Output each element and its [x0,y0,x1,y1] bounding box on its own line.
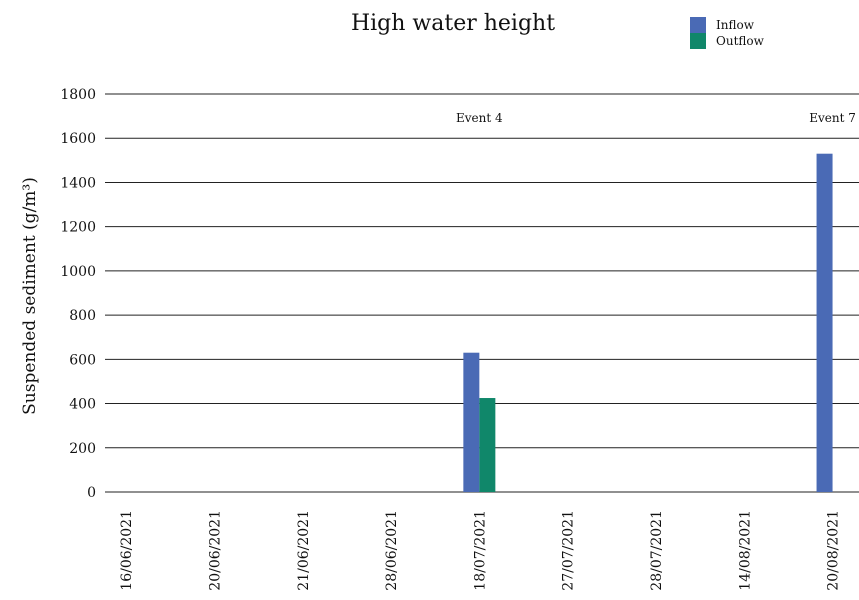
legend-swatch-outflow [690,33,706,49]
bar-outflow [479,398,496,492]
y-tick-label: 1800 [60,87,96,103]
chart-title: High water height [351,11,555,36]
x-tick-label: 21/06/2021 [296,510,312,591]
x-tick-label: 16/06/2021 [119,510,135,591]
bar-inflow [463,352,480,492]
legend: Inflow Outflow [690,17,765,49]
y-tick-label: 800 [69,308,96,324]
legend-label-outflow: Outflow [716,34,765,48]
y-tick-label: 0 [87,485,96,501]
annotations: Event 4 Event 7 [456,111,856,125]
x-tick-label: 18/07/2021 [472,510,488,591]
gridlines [105,93,859,493]
y-axis-label: Suspended sediment (g/m³) [20,177,40,415]
y-tick-label: 600 [69,352,96,368]
x-tick-label: 27/07/2021 [561,510,577,591]
legend-swatch-inflow [690,17,706,33]
y-tick-label: 1000 [60,264,96,280]
y-axis-ticks: 0 200 400 600 800 1000 1200 1400 1600 1800 [60,87,96,501]
y-tick-label: 400 [69,397,96,413]
y-tick-label: 1600 [60,131,96,147]
bar-inflow [816,153,833,492]
bars [463,153,833,492]
y-tick-label: 1200 [60,220,96,236]
x-axis-ticks: 16/06/2021 20/06/2021 21/06/2021 28/06/2021… [119,510,841,591]
legend-label-inflow: Inflow [716,18,755,32]
y-tick-label: 1400 [60,175,96,191]
annotation-label: Event 7 [809,111,856,125]
annotation-label: Event 4 [456,111,503,125]
x-tick-label: 28/06/2021 [384,510,400,591]
y-tick-label: 200 [69,441,96,457]
x-tick-label: 20/08/2021 [826,510,842,591]
x-tick-label: 28/07/2021 [649,510,665,591]
x-tick-label: 20/06/2021 [207,510,223,591]
x-tick-label: 14/08/2021 [737,510,753,591]
